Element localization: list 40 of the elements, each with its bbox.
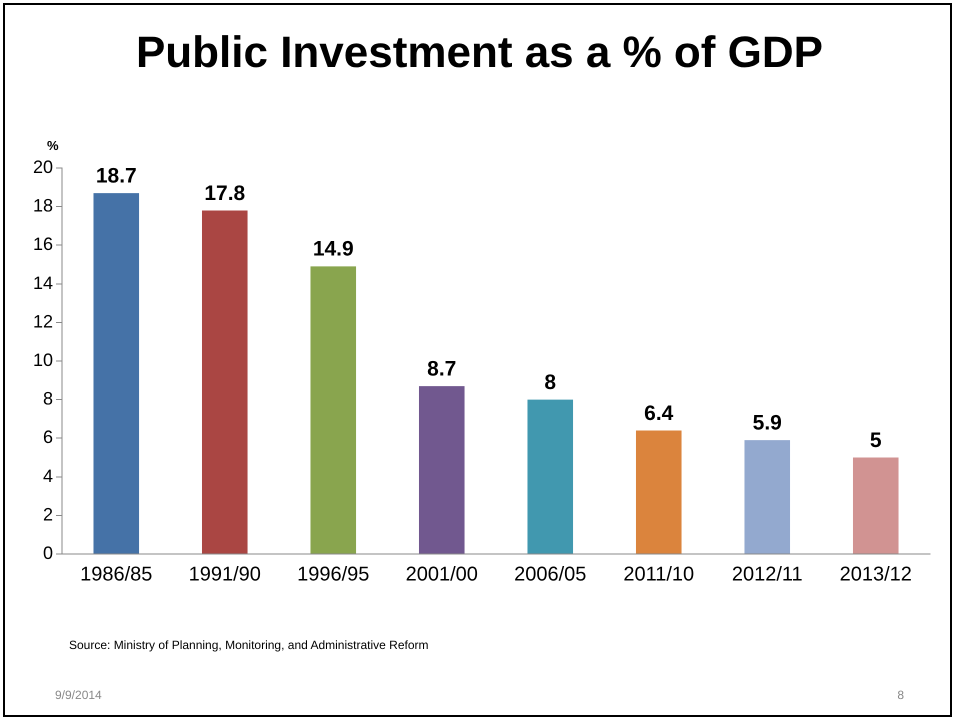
bar (744, 440, 790, 554)
x-tick-label: 2006/05 (514, 564, 586, 586)
y-tick-label: 10 (32, 350, 54, 370)
y-tick-label: 12 (32, 311, 54, 332)
x-tick-label: 2013/12 (840, 564, 912, 586)
y-tick-label: 18 (32, 196, 54, 216)
bar (93, 193, 140, 554)
y-tick-label: 14 (32, 272, 54, 293)
data-label: 17.8 (204, 182, 246, 205)
data-label: 8 (544, 370, 556, 394)
x-tick-label: 1991/90 (188, 564, 261, 586)
text: 9/9/2014 (55, 688, 102, 702)
y-tick-label: 8 (43, 388, 54, 409)
x-tick-label: 2012/11 (732, 564, 803, 586)
data-label: 5.9 (752, 411, 782, 434)
y-tick-label: 20 (32, 156, 54, 177)
y-tick-label: 16 (32, 234, 54, 254)
bar (310, 266, 356, 554)
x-tick-label: 1986/85 (80, 564, 152, 586)
bar (418, 386, 465, 554)
data-label: 8.7 (427, 357, 456, 380)
bar (636, 430, 682, 554)
y-tick-label: 2 (43, 504, 54, 524)
y-tick-label: 6 (43, 427, 54, 448)
source-note: Source: Ministry of Planning, Monitoring, and Administrative Reform (69, 638, 428, 652)
bar (852, 458, 899, 554)
y-tick-label: 0 (43, 542, 54, 563)
data-label: 18.7 (96, 164, 137, 188)
data-label: 6.4 (644, 402, 674, 425)
bar (202, 210, 248, 554)
x-tick-label: 2001/00 (406, 564, 478, 586)
data-label: 5 (870, 428, 882, 452)
data-label: 14.9 (312, 238, 354, 261)
bar (527, 400, 574, 554)
chart-title: Public Investment as a % of GDP (134, 28, 824, 78)
x-tick-label: 2011/10 (623, 564, 694, 586)
y-axis-title: % (47, 138, 59, 153)
x-tick-label: 1996/95 (297, 564, 370, 586)
y-tick-label: 4 (43, 466, 54, 486)
text: 8 (897, 688, 904, 702)
